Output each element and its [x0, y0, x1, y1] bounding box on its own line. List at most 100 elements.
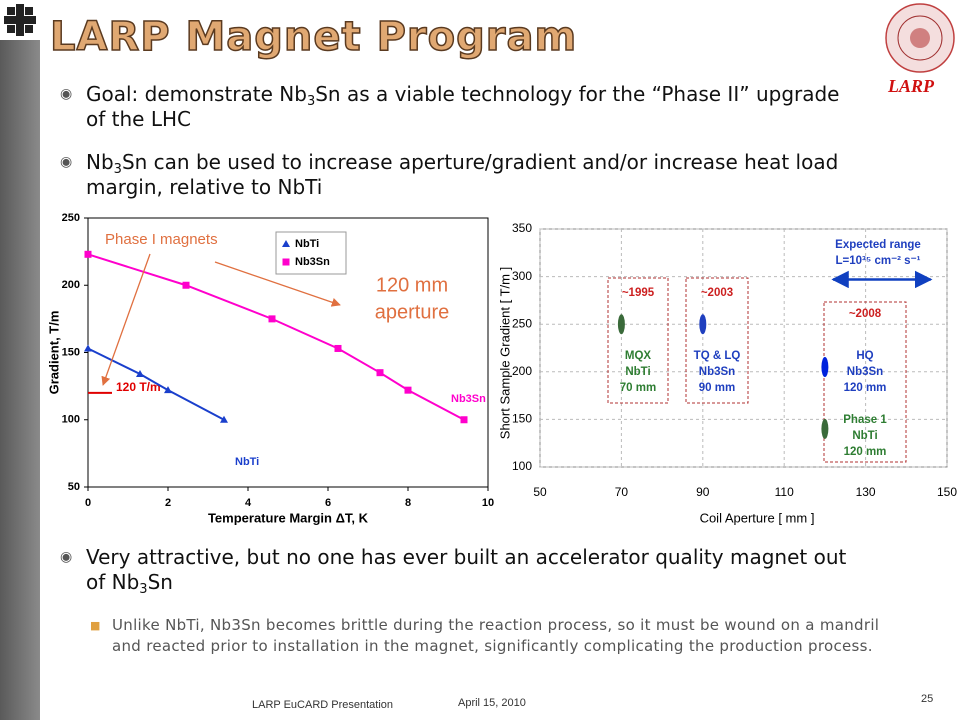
- legend-swatch: [282, 240, 290, 247]
- bullet-text: Very attractive, but no one has ever bui…: [86, 545, 860, 597]
- x-tick-label: 8: [405, 497, 411, 509]
- sub-bullet: ■ Unlike NbTi, Nb3Sn becomes brittle duri…: [90, 615, 890, 657]
- point: [699, 314, 707, 335]
- side-strip: [0, 0, 40, 720]
- footer-date: April 15, 2010: [458, 697, 526, 709]
- legend-label: NbTi: [295, 238, 319, 250]
- series-label: Nb3Sn: [451, 393, 486, 405]
- annotation: 70 mm: [620, 382, 656, 394]
- point: [220, 415, 228, 423]
- annotation: aperture: [375, 301, 450, 323]
- era-box: [823, 301, 907, 463]
- y-tick-label: 250: [62, 212, 80, 224]
- y-tick-label: 50: [68, 481, 80, 493]
- legend-box: [275, 231, 347, 275]
- larp-logo-text: LARP: [888, 76, 935, 96]
- annotation: NbTi: [625, 366, 650, 378]
- x-tick-label: 110: [775, 485, 794, 499]
- footer-left: LARP EuCARD Presentation: [252, 699, 394, 711]
- annotation: ~2003: [701, 287, 733, 299]
- annotation: Phase 1: [843, 414, 887, 426]
- point: [334, 344, 342, 352]
- y-axis-label: Short Sample Gradient [ T/m ]: [497, 267, 512, 439]
- point: [136, 370, 144, 378]
- page-number: 25: [921, 693, 934, 705]
- text-run: Sn as a viable technology for the “Phase…: [86, 82, 840, 131]
- point: [182, 281, 190, 289]
- annotation: 120 mm: [376, 274, 448, 296]
- bullet-marker: ◉: [60, 154, 73, 170]
- point: [821, 418, 829, 439]
- annotation: MQX: [625, 350, 652, 362]
- annotation: NbTi: [852, 430, 877, 442]
- text-run: Sn can be used to increase aperture/grad…: [86, 150, 839, 199]
- series-line: [87, 347, 225, 421]
- x-tick-label: 70: [615, 485, 629, 499]
- annotation: Phase I magnets: [105, 231, 218, 248]
- y-tick-label: 200: [512, 364, 532, 378]
- era-box: [607, 277, 669, 404]
- bullet: ◉ Goal: demonstrate Nb3Sn as a viable tec…: [60, 82, 860, 132]
- annotation: Nb3Sn: [699, 366, 735, 378]
- x-tick-label: 2: [165, 497, 171, 509]
- x-tick-label: 4: [245, 497, 252, 509]
- text-run: Goal: demonstrate Nb: [86, 82, 307, 106]
- annotation: 120 mm: [844, 382, 887, 394]
- legend-swatch: [282, 258, 290, 266]
- y-axis-label: Gradient, T/m: [46, 311, 61, 395]
- subscript: 3: [139, 582, 148, 597]
- bullet-marker: ◉: [60, 549, 73, 565]
- arrow: [214, 261, 341, 307]
- slide-title: LARP Magnet Program: [49, 13, 578, 61]
- era-box: [685, 277, 749, 404]
- y-tick-label: 200: [62, 279, 80, 291]
- point: [268, 315, 276, 323]
- x-axis-label: Temperature Margin ΔT, K: [208, 510, 369, 525]
- point: [404, 386, 412, 394]
- sub-bullet-text: Unlike NbTi, Nb3Sn becomes brittle durin…: [112, 616, 880, 655]
- arrow: [101, 253, 151, 386]
- point: [821, 357, 829, 378]
- x-axis-label: Coil Aperture [ mm ]: [700, 510, 815, 525]
- y-tick-label: 300: [512, 269, 532, 283]
- bullet-text: Goal: demonstrate Nb3Sn as a viable tech…: [86, 82, 860, 132]
- y-tick-label: 350: [512, 221, 532, 235]
- reference-label: 120 T/m: [116, 380, 161, 394]
- bullet: ◉ Nb3Sn can be used to increase aperture/…: [60, 150, 890, 200]
- point: [617, 314, 625, 335]
- legend-label: Nb3Sn: [295, 256, 330, 268]
- fermilab-logo: [0, 0, 40, 40]
- subscript: 3: [306, 94, 316, 109]
- annotation: 90 mm: [699, 382, 735, 394]
- x-tick-label: 6: [325, 497, 331, 509]
- y-tick-label: 100: [62, 414, 80, 426]
- x-tick-label: 90: [696, 485, 710, 499]
- annotation: ~1995: [622, 287, 655, 299]
- annotation: HQ: [856, 350, 873, 362]
- bullet-marker: ■: [90, 619, 101, 632]
- point: [460, 416, 468, 424]
- y-tick-label: 150: [62, 346, 80, 358]
- x-tick-label: 10: [482, 497, 494, 509]
- x-tick-label: 0: [85, 497, 91, 509]
- point: [376, 369, 384, 377]
- annotation: 120 mm: [844, 446, 887, 458]
- annotation: TQ & LQ: [694, 350, 741, 362]
- bullet: ◉ Very attractive, but no one has ever bu…: [60, 545, 860, 597]
- y-tick-label: 150: [512, 412, 532, 426]
- subscript: 3: [113, 162, 122, 177]
- point: [84, 250, 92, 258]
- x-tick-label: 150: [937, 485, 957, 499]
- point: [164, 386, 172, 394]
- y-tick-label: 100: [512, 459, 532, 473]
- annotation: Expected range: [835, 239, 921, 251]
- text-run: Sn: [147, 570, 173, 594]
- point: [84, 344, 92, 352]
- annotation: Nb3Sn: [847, 366, 883, 378]
- series-label: NbTi: [235, 456, 259, 468]
- x-tick-label: 50: [533, 485, 547, 499]
- text-run: Nb: [86, 150, 114, 174]
- annotation: ~2008: [849, 308, 882, 320]
